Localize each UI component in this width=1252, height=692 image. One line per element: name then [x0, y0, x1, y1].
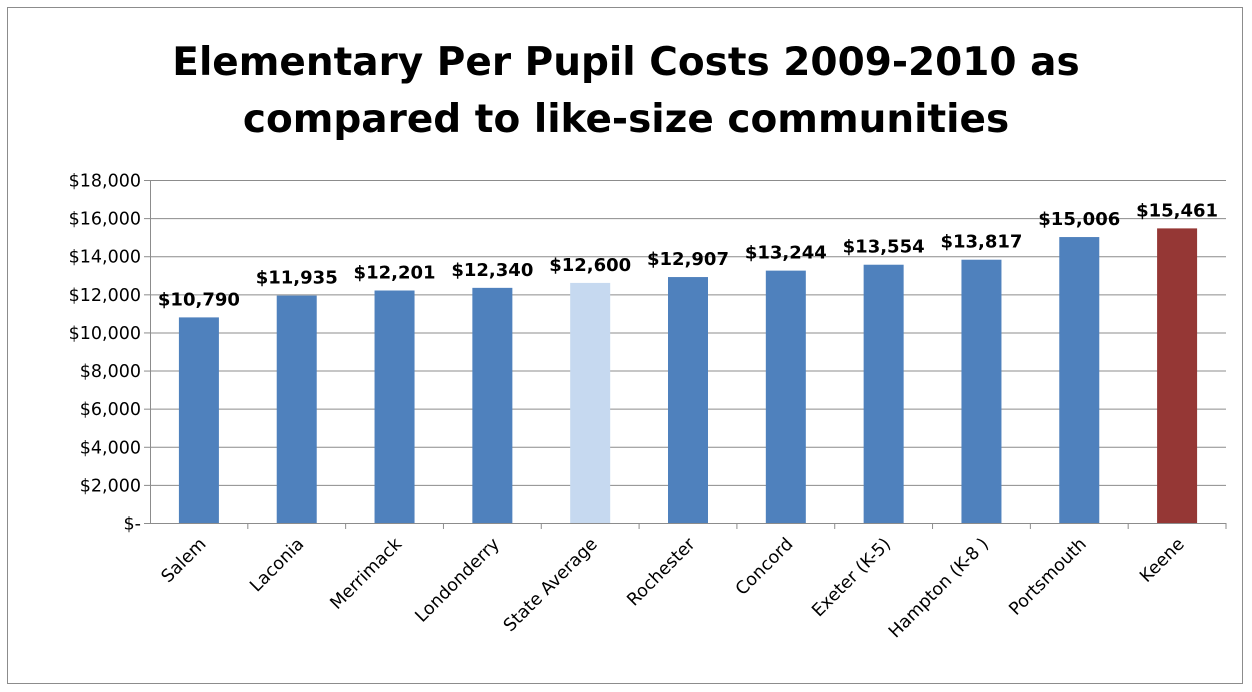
data-label: $13,554 [843, 237, 925, 258]
x-tick-label: Hampton (K-8 ) [885, 534, 993, 642]
bar-keene [1157, 228, 1198, 523]
y-tick-label: $4,000 [80, 438, 141, 458]
chart-title-line-1: Elementary Per Pupil Costs 2009-2010 as [172, 40, 1080, 85]
bar-merrimack [374, 290, 415, 523]
data-label: $15,461 [1136, 200, 1218, 221]
bar-laconia [276, 295, 317, 523]
data-label: $13,817 [940, 232, 1022, 253]
x-tick-label: Laconia [246, 534, 308, 596]
bar-londonderry [472, 287, 513, 523]
x-tick-label: Salem [158, 534, 211, 587]
bar-exeter-k-5 [863, 264, 904, 523]
x-tick-label: Merrimack [327, 534, 407, 614]
bars [178, 228, 1198, 523]
data-label: $12,340 [451, 260, 533, 281]
y-tick-label: $12,000 [69, 286, 141, 306]
data-label: $11,935 [256, 268, 338, 289]
bar-state-average [570, 282, 611, 523]
chart-title: Elementary Per Pupil Costs 2009-2010 as … [0, 34, 1252, 148]
x-tick-label: State Average [500, 534, 602, 636]
y-tick-label: $6,000 [80, 400, 141, 420]
bar-salem [178, 317, 219, 523]
data-label: $15,006 [1038, 209, 1120, 230]
x-tick-label: Rochester [624, 534, 701, 611]
bar-hampton-k-8 [961, 259, 1002, 523]
data-label: $12,907 [647, 249, 729, 270]
x-tick-label: Exeter (K-5) [808, 534, 895, 621]
bar-rochester [668, 277, 708, 523]
y-tick-label: $2,000 [80, 476, 141, 496]
data-label: $10,790 [158, 289, 240, 310]
data-label: $12,201 [354, 263, 436, 284]
bar-concord [765, 270, 806, 523]
chart-title-line-2: compared to like-size communities [242, 97, 1010, 142]
data-label: $13,244 [745, 243, 827, 264]
x-tick-label: Keene [1136, 534, 1188, 586]
y-tick-label: $10,000 [69, 324, 141, 344]
x-tick-label: Londonderry [412, 534, 504, 626]
axes [150, 180, 1227, 529]
y-tick-label: $16,000 [69, 210, 141, 230]
y-axis-ticks: $- $2,000 $4,000 $6,000 $8,000 $10,000 $12,000… [69, 172, 150, 535]
y-tick-label: $18,000 [69, 172, 141, 192]
data-labels: $10,790 $11,935 $12,201 $12,340 $12,600 $12,9… [158, 200, 1218, 310]
x-tick-label: Portsmouth [1006, 534, 1091, 619]
data-label: $12,600 [549, 255, 631, 276]
y-tick-label: $8,000 [80, 362, 141, 382]
bar-portsmouth [1059, 237, 1100, 523]
y-tick-label: $- [124, 515, 141, 535]
x-tick-label: Concord [732, 534, 797, 599]
y-tick-label: $14,000 [69, 248, 141, 268]
